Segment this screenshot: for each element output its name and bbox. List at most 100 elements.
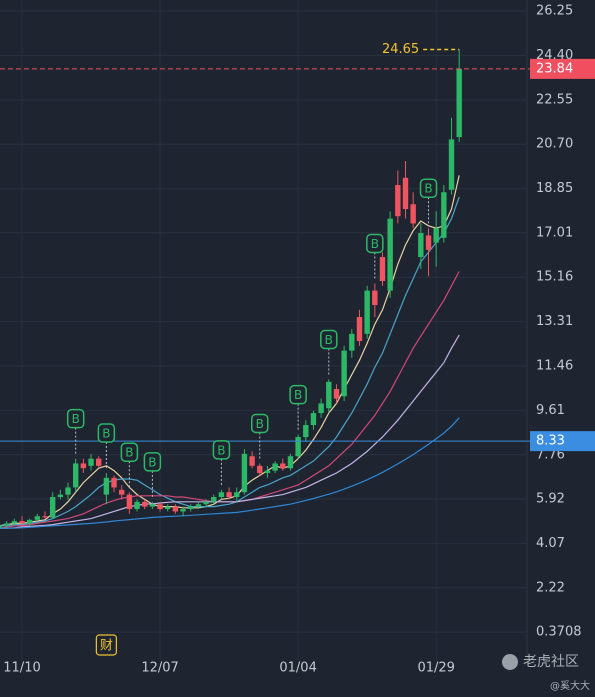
candle-body	[287, 456, 294, 469]
candle-body	[387, 218, 393, 291]
candle-body	[57, 494, 64, 498]
candle-body	[264, 470, 271, 474]
signal-label: B	[256, 417, 264, 431]
candle-body	[280, 463, 286, 469]
candle-body	[157, 504, 163, 510]
signal-badge	[97, 423, 116, 443]
candle-body	[379, 257, 386, 282]
y-tick-label: 20.70	[536, 137, 573, 152]
candle-body	[149, 504, 156, 507]
x-tick-label: 11/10	[3, 661, 40, 676]
candle-body	[448, 139, 455, 190]
signal-badge	[66, 408, 85, 429]
price-label: 8.33	[536, 434, 565, 449]
candle-body	[433, 228, 439, 243]
candle-body	[72, 463, 79, 488]
candle-body	[96, 458, 102, 466]
candle-body	[142, 501, 148, 507]
candle-body	[3, 523, 10, 526]
signal-badge	[289, 384, 307, 405]
signal-label: B	[148, 455, 156, 469]
candle-body	[303, 425, 309, 438]
candle-body	[326, 381, 332, 409]
candle-body	[249, 456, 255, 466]
signal-label: B	[325, 333, 333, 347]
candle-body	[349, 333, 355, 351]
candle-body	[272, 463, 278, 471]
candle-body	[356, 317, 363, 342]
candle-body	[65, 487, 71, 495]
candle-body	[341, 350, 347, 397]
candle-body	[19, 521, 25, 524]
candle-body	[410, 204, 416, 224]
y-tick-label: 18.85	[536, 181, 573, 196]
grid: 26.2524.4022.5520.7018.8517.0115.1613.31…	[0, 0, 582, 676]
candle-body	[180, 509, 186, 512]
candle-body	[49, 497, 56, 518]
y-tick-label: 26.25	[536, 4, 573, 19]
event-label: 财	[100, 639, 113, 654]
y-tick-label: 22.55	[536, 92, 573, 107]
candle-body	[172, 506, 179, 512]
y-tick-label: 17.01	[536, 225, 573, 240]
y-tick-label: 11.46	[536, 359, 573, 374]
x-tick-label: 01/04	[279, 661, 316, 676]
candle-body	[188, 506, 194, 510]
candle-body	[241, 453, 248, 493]
signal-label: B	[371, 237, 379, 251]
candle-body	[11, 521, 18, 524]
overlays: 23.84 8.33 24.65 B B B B B B B B B B 财	[0, 42, 595, 656]
candle-body	[126, 494, 133, 510]
signal-badge	[366, 233, 384, 254]
candle-body	[310, 413, 317, 426]
event-badge	[95, 634, 117, 656]
signal-badge	[251, 413, 269, 434]
candle-body	[441, 192, 447, 238]
candle-body	[111, 477, 117, 488]
watermark: 老虎社区	[523, 654, 579, 670]
candle-body	[456, 68, 462, 138]
signal-label: B	[125, 446, 133, 460]
candle-body	[34, 516, 41, 520]
candle-body	[257, 465, 263, 474]
moving-average-line	[0, 334, 460, 529]
candle-body	[203, 501, 209, 505]
signal-label: B	[424, 182, 432, 196]
y-tick-label: 9.61	[536, 403, 565, 418]
x-tick-label: 12/07	[141, 661, 178, 676]
candle-body	[364, 290, 370, 334]
y-tick-label: 5.92	[536, 491, 565, 506]
signal-badge	[320, 329, 338, 350]
signal-label: B	[294, 388, 302, 402]
candle-body	[103, 477, 110, 495]
candle-body	[42, 516, 48, 518]
candle-body	[425, 235, 432, 250]
x-tick-label: 01/29	[417, 661, 454, 676]
candle-body	[234, 492, 240, 498]
candles	[0, 49, 462, 529]
price-label-box	[530, 431, 595, 452]
candle-body	[211, 497, 217, 502]
y-tick-label: 4.07	[536, 536, 565, 551]
candle-body	[134, 501, 140, 510]
candle-body	[119, 489, 125, 495]
moving-average-line	[0, 196, 460, 527]
author: @奚大大	[550, 679, 590, 692]
price-label: 23.84	[536, 61, 573, 76]
y-tick-label: 0.3708	[536, 625, 582, 640]
candle-body	[88, 458, 94, 466]
candle-body	[418, 233, 424, 258]
candle-body	[318, 403, 324, 414]
candle-body	[395, 185, 401, 217]
signal-badge	[143, 452, 162, 472]
candle-body	[165, 506, 171, 510]
y-tick-label: 15.16	[536, 270, 573, 285]
price-label-box	[530, 58, 595, 79]
candle-body	[295, 437, 301, 457]
signal-badge	[120, 442, 139, 462]
candle-body	[333, 389, 340, 399]
y-tick-label: 2.22	[536, 580, 565, 595]
candle-body	[402, 177, 409, 210]
